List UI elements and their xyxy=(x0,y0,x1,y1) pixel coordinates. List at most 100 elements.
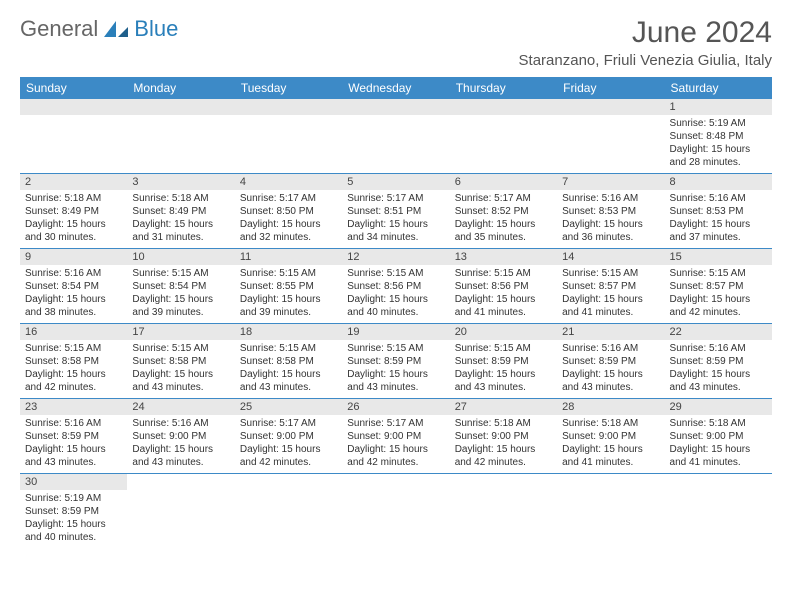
sunset-text: Sunset: 8:56 PM xyxy=(455,280,552,293)
day-number: 5 xyxy=(342,174,449,190)
day-number: 19 xyxy=(342,324,449,340)
sunset-text: Sunset: 8:59 PM xyxy=(562,355,659,368)
sunrise-text: Sunrise: 5:15 AM xyxy=(132,267,229,280)
sunset-text: Sunset: 9:00 PM xyxy=(132,430,229,443)
calendar-cell: 14Sunrise: 5:15 AMSunset: 8:57 PMDayligh… xyxy=(557,249,664,324)
weekday-header-row: Sunday Monday Tuesday Wednesday Thursday… xyxy=(20,77,772,99)
day-number: 30 xyxy=(20,474,127,490)
daylight-text: Daylight: 15 hours and 39 minutes. xyxy=(132,293,229,319)
calendar-row: 30Sunrise: 5:19 AMSunset: 8:59 PMDayligh… xyxy=(20,474,772,549)
calendar-cell: 13Sunrise: 5:15 AMSunset: 8:56 PMDayligh… xyxy=(450,249,557,324)
weekday-header: Saturday xyxy=(665,77,772,99)
location-text: Staranzano, Friuli Venezia Giulia, Italy xyxy=(519,52,772,69)
calendar-cell xyxy=(557,99,664,174)
logo: General Blue xyxy=(20,16,178,42)
day-details: Sunrise: 5:16 AMSunset: 8:59 PMDaylight:… xyxy=(557,340,664,398)
day-number: 9 xyxy=(20,249,127,265)
day-details: Sunrise: 5:17 AMSunset: 8:51 PMDaylight:… xyxy=(342,190,449,248)
weekday-header: Monday xyxy=(127,77,234,99)
weekday-header: Tuesday xyxy=(235,77,342,99)
day-number: 27 xyxy=(450,399,557,415)
day-number-blank xyxy=(342,99,449,115)
calendar-cell: 4Sunrise: 5:17 AMSunset: 8:50 PMDaylight… xyxy=(235,174,342,249)
day-details: Sunrise: 5:15 AMSunset: 8:58 PMDaylight:… xyxy=(127,340,234,398)
daylight-text: Daylight: 15 hours and 28 minutes. xyxy=(670,143,767,169)
day-number: 21 xyxy=(557,324,664,340)
calendar-cell xyxy=(557,474,664,549)
sunset-text: Sunset: 8:59 PM xyxy=(455,355,552,368)
daylight-text: Daylight: 15 hours and 43 minutes. xyxy=(562,368,659,394)
day-number-blank xyxy=(127,99,234,115)
day-number: 15 xyxy=(665,249,772,265)
calendar-row: 1Sunrise: 5:19 AMSunset: 8:48 PMDaylight… xyxy=(20,99,772,174)
day-details: Sunrise: 5:16 AMSunset: 8:59 PMDaylight:… xyxy=(20,415,127,473)
sunrise-text: Sunrise: 5:15 AM xyxy=(25,342,122,355)
sunset-text: Sunset: 8:59 PM xyxy=(347,355,444,368)
day-number: 16 xyxy=(20,324,127,340)
day-details: Sunrise: 5:15 AMSunset: 8:56 PMDaylight:… xyxy=(450,265,557,323)
daylight-text: Daylight: 15 hours and 43 minutes. xyxy=(132,443,229,469)
sunset-text: Sunset: 8:55 PM xyxy=(240,280,337,293)
day-details: Sunrise: 5:17 AMSunset: 8:50 PMDaylight:… xyxy=(235,190,342,248)
day-details: Sunrise: 5:15 AMSunset: 8:55 PMDaylight:… xyxy=(235,265,342,323)
day-number: 28 xyxy=(557,399,664,415)
daylight-text: Daylight: 15 hours and 43 minutes. xyxy=(25,443,122,469)
daylight-text: Daylight: 15 hours and 43 minutes. xyxy=(132,368,229,394)
sunrise-text: Sunrise: 5:16 AM xyxy=(562,192,659,205)
daylight-text: Daylight: 15 hours and 40 minutes. xyxy=(25,518,122,544)
day-details: Sunrise: 5:15 AMSunset: 8:56 PMDaylight:… xyxy=(342,265,449,323)
sunset-text: Sunset: 8:52 PM xyxy=(455,205,552,218)
day-number: 25 xyxy=(235,399,342,415)
day-number-blank xyxy=(20,99,127,115)
calendar-cell: 5Sunrise: 5:17 AMSunset: 8:51 PMDaylight… xyxy=(342,174,449,249)
sunset-text: Sunset: 8:49 PM xyxy=(25,205,122,218)
sunset-text: Sunset: 8:59 PM xyxy=(25,430,122,443)
daylight-text: Daylight: 15 hours and 37 minutes. xyxy=(670,218,767,244)
calendar-cell: 29Sunrise: 5:18 AMSunset: 9:00 PMDayligh… xyxy=(665,399,772,474)
calendar-cell: 26Sunrise: 5:17 AMSunset: 9:00 PMDayligh… xyxy=(342,399,449,474)
calendar-cell: 11Sunrise: 5:15 AMSunset: 8:55 PMDayligh… xyxy=(235,249,342,324)
day-number: 24 xyxy=(127,399,234,415)
day-details: Sunrise: 5:18 AMSunset: 9:00 PMDaylight:… xyxy=(665,415,772,473)
day-details: Sunrise: 5:15 AMSunset: 8:58 PMDaylight:… xyxy=(20,340,127,398)
calendar-cell: 3Sunrise: 5:18 AMSunset: 8:49 PMDaylight… xyxy=(127,174,234,249)
day-number: 13 xyxy=(450,249,557,265)
sunrise-text: Sunrise: 5:18 AM xyxy=(562,417,659,430)
daylight-text: Daylight: 15 hours and 41 minutes. xyxy=(455,293,552,319)
day-details: Sunrise: 5:15 AMSunset: 8:54 PMDaylight:… xyxy=(127,265,234,323)
daylight-text: Daylight: 15 hours and 40 minutes. xyxy=(347,293,444,319)
weekday-header: Friday xyxy=(557,77,664,99)
day-details: Sunrise: 5:19 AMSunset: 8:59 PMDaylight:… xyxy=(20,490,127,548)
daylight-text: Daylight: 15 hours and 41 minutes. xyxy=(562,293,659,319)
daylight-text: Daylight: 15 hours and 30 minutes. xyxy=(25,218,122,244)
calendar-cell: 27Sunrise: 5:18 AMSunset: 9:00 PMDayligh… xyxy=(450,399,557,474)
daylight-text: Daylight: 15 hours and 43 minutes. xyxy=(455,368,552,394)
sunset-text: Sunset: 8:56 PM xyxy=(347,280,444,293)
sunrise-text: Sunrise: 5:19 AM xyxy=(670,117,767,130)
calendar-cell: 23Sunrise: 5:16 AMSunset: 8:59 PMDayligh… xyxy=(20,399,127,474)
weekday-header: Thursday xyxy=(450,77,557,99)
calendar-cell: 15Sunrise: 5:15 AMSunset: 8:57 PMDayligh… xyxy=(665,249,772,324)
calendar-cell: 10Sunrise: 5:15 AMSunset: 8:54 PMDayligh… xyxy=(127,249,234,324)
weekday-header: Sunday xyxy=(20,77,127,99)
sunrise-text: Sunrise: 5:17 AM xyxy=(455,192,552,205)
calendar-cell: 30Sunrise: 5:19 AMSunset: 8:59 PMDayligh… xyxy=(20,474,127,549)
title-block: June 2024 Staranzano, Friuli Venezia Giu… xyxy=(519,16,772,69)
sunset-text: Sunset: 8:57 PM xyxy=(562,280,659,293)
sunset-text: Sunset: 8:48 PM xyxy=(670,130,767,143)
day-details: Sunrise: 5:17 AMSunset: 9:00 PMDaylight:… xyxy=(342,415,449,473)
sunrise-text: Sunrise: 5:15 AM xyxy=(240,342,337,355)
calendar-cell: 9Sunrise: 5:16 AMSunset: 8:54 PMDaylight… xyxy=(20,249,127,324)
sunrise-text: Sunrise: 5:18 AM xyxy=(25,192,122,205)
calendar-cell: 19Sunrise: 5:15 AMSunset: 8:59 PMDayligh… xyxy=(342,324,449,399)
day-details: Sunrise: 5:19 AMSunset: 8:48 PMDaylight:… xyxy=(665,115,772,173)
day-details: Sunrise: 5:18 AMSunset: 8:49 PMDaylight:… xyxy=(20,190,127,248)
calendar-row: 2Sunrise: 5:18 AMSunset: 8:49 PMDaylight… xyxy=(20,174,772,249)
calendar-cell xyxy=(127,99,234,174)
calendar-cell: 16Sunrise: 5:15 AMSunset: 8:58 PMDayligh… xyxy=(20,324,127,399)
day-number: 14 xyxy=(557,249,664,265)
calendar-cell: 20Sunrise: 5:15 AMSunset: 8:59 PMDayligh… xyxy=(450,324,557,399)
sunset-text: Sunset: 8:57 PM xyxy=(670,280,767,293)
calendar-cell: 28Sunrise: 5:18 AMSunset: 9:00 PMDayligh… xyxy=(557,399,664,474)
calendar-cell xyxy=(450,474,557,549)
